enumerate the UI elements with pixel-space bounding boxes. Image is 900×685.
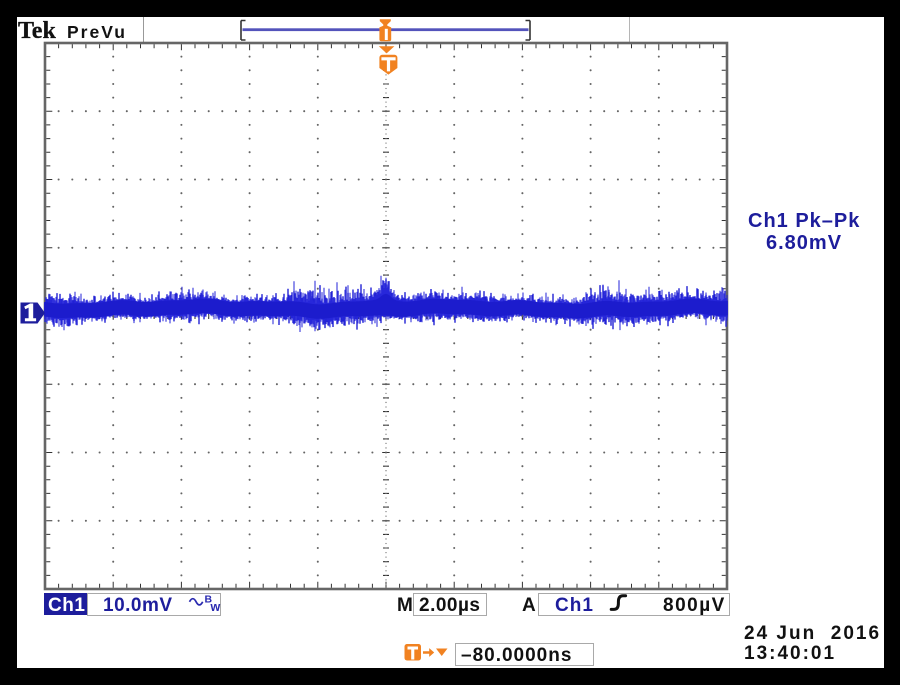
svg-text:w: w: [210, 600, 221, 614]
svg-text:B: B: [205, 594, 213, 606]
